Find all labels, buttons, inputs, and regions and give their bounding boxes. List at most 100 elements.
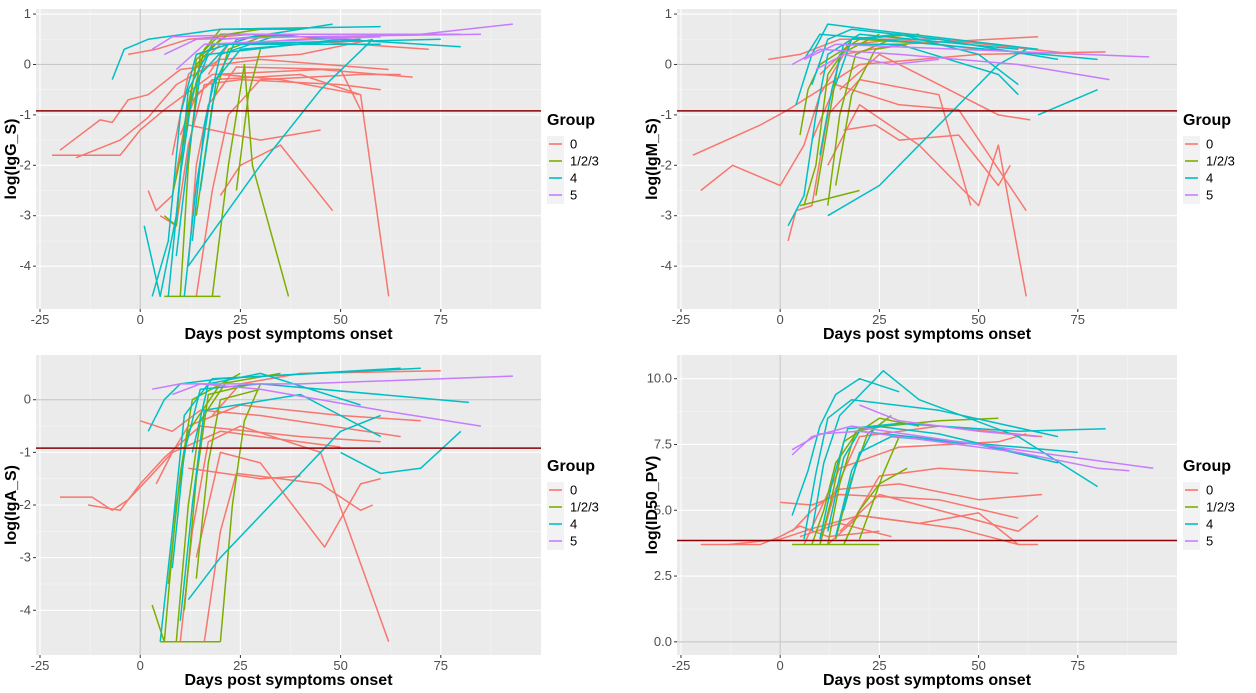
x-axis-title: Days post symptoms onset	[823, 326, 1032, 343]
y-tick-label: 2.5	[654, 568, 672, 583]
plot-background	[36, 9, 541, 309]
y-tick-label: 5.0	[654, 502, 672, 517]
y-tick-label: -1	[19, 444, 31, 459]
series-line-group-0	[768, 38, 1078, 61]
series-line-group-0	[203, 472, 374, 642]
series-line-group-4	[183, 38, 361, 297]
y-tick-label: -3	[19, 550, 31, 565]
series-line-group-0	[155, 404, 421, 485]
series-line-group-1-2-3	[195, 388, 261, 579]
series-line-group-4	[199, 23, 333, 191]
x-tick-label: 50	[333, 312, 347, 327]
y-tick-label: -2	[660, 157, 672, 172]
legend-entry-label: 0	[1206, 483, 1213, 498]
x-tick-label: 0	[137, 658, 144, 673]
legend-entry-label: 0	[570, 137, 577, 152]
series-line-group-1-2-3	[183, 383, 253, 611]
y-tick-label: 10.0	[647, 371, 672, 386]
x-tick-label: 25	[233, 312, 247, 327]
series-line-group-5	[163, 33, 481, 56]
y-tick-label: 0	[24, 392, 31, 407]
series-line-group-0	[195, 451, 381, 558]
y-tick-label: -4	[19, 258, 31, 273]
series-line-group-1-2-3	[235, 49, 262, 191]
series-line-group-0	[839, 493, 1039, 533]
series-line-group-1-2-3	[171, 28, 261, 196]
series-line-group-4	[834, 425, 1039, 537]
legend: Group 0 1/2/3 4 5	[547, 112, 599, 204]
series-line-group-4	[143, 38, 441, 298]
series-line-group-5	[815, 53, 939, 71]
y-axis-title: log(IgA_S)	[3, 465, 20, 545]
legend-title: Group	[1183, 112, 1231, 129]
series-line-group-5	[172, 383, 482, 427]
series-line-group-4	[171, 383, 469, 569]
series-line-group-0	[195, 73, 401, 297]
series-line-group-0	[219, 144, 334, 212]
y-tick-label: 0	[665, 56, 672, 71]
series-line-group-0	[819, 425, 1043, 545]
legend-entry-label: 0	[1206, 137, 1213, 152]
legend: Group 0 1/2/3 4 5	[1183, 458, 1235, 550]
series-line-group-1-2-3	[799, 189, 860, 207]
series-line-group-1-2-3	[858, 436, 900, 540]
legend-entry-label: 5	[570, 534, 577, 549]
series-line-group-1-2-3	[827, 422, 900, 545]
series-line-group-0	[179, 73, 390, 297]
series-line-group-5	[152, 375, 513, 390]
legend-entry-label: 5	[1206, 188, 1213, 203]
legend-entry-label: 0	[570, 483, 577, 498]
series-line-group-4	[187, 38, 374, 267]
x-tick-label: 0	[777, 312, 784, 327]
x-tick-label: 0	[777, 658, 784, 673]
x-tick-label: 25	[233, 658, 247, 673]
series-line-group-4	[159, 367, 421, 642]
series-line-group-4	[191, 372, 361, 453]
series-line-group-0	[803, 433, 1027, 545]
series-line-group-4	[187, 414, 381, 601]
series-line-group-0	[188, 467, 301, 480]
legend-title: Group	[1183, 458, 1231, 475]
series-line-group-4	[179, 393, 382, 621]
legend-entry-label: 1/2/3	[1206, 500, 1235, 515]
y-tick-label: 7.5	[654, 436, 672, 451]
series-line-group-1-2-3	[167, 372, 241, 584]
series-line-group-1-2-3	[811, 417, 999, 545]
series-line-group-4	[191, 33, 281, 241]
y-tick-label: -1	[660, 107, 672, 122]
y-tick-label: -4	[19, 602, 31, 617]
series-line-group-0	[211, 370, 441, 416]
series-line-group-5	[791, 430, 1130, 472]
x-tick-label: -25	[31, 312, 50, 327]
series-line-group-0	[188, 124, 321, 141]
legend-title: Group	[547, 112, 595, 129]
y-axis-title: log(ID50_PV)	[644, 456, 661, 555]
y-tick-label: -4	[660, 258, 672, 273]
series-line-group-5	[175, 35, 381, 71]
series-line-group-0	[850, 467, 1019, 524]
x-axis-title: Days post symptoms onset	[184, 672, 393, 689]
legend-entry-label: 4	[1206, 517, 1213, 532]
x-tick-label: -25	[672, 658, 691, 673]
y-tick-label: -3	[660, 208, 672, 223]
series-line-group-4	[819, 43, 1019, 156]
legend-entry-label: 1/2/3	[570, 500, 599, 515]
series-line-group-5	[803, 43, 1150, 61]
series-line-group-4	[803, 33, 1098, 61]
x-axis-title: Days post symptoms onset	[184, 326, 393, 343]
legend-title: Group	[547, 458, 595, 475]
legend-entry-label: 1/2/3	[570, 154, 599, 169]
plot-background	[677, 9, 1177, 309]
series-line-group-0	[75, 38, 373, 159]
series-line-group-0	[187, 66, 362, 267]
series-line-group-1-2-3	[827, 38, 892, 206]
series-line-group-0	[811, 83, 1027, 212]
legend-entry-label: 4	[1206, 171, 1213, 186]
series-line-group-0	[843, 124, 1011, 187]
series-line-group-0	[60, 430, 341, 512]
y-tick-label: -1	[19, 107, 31, 122]
series-line-group-4	[827, 48, 1027, 217]
y-tick-label: 1	[665, 6, 672, 21]
